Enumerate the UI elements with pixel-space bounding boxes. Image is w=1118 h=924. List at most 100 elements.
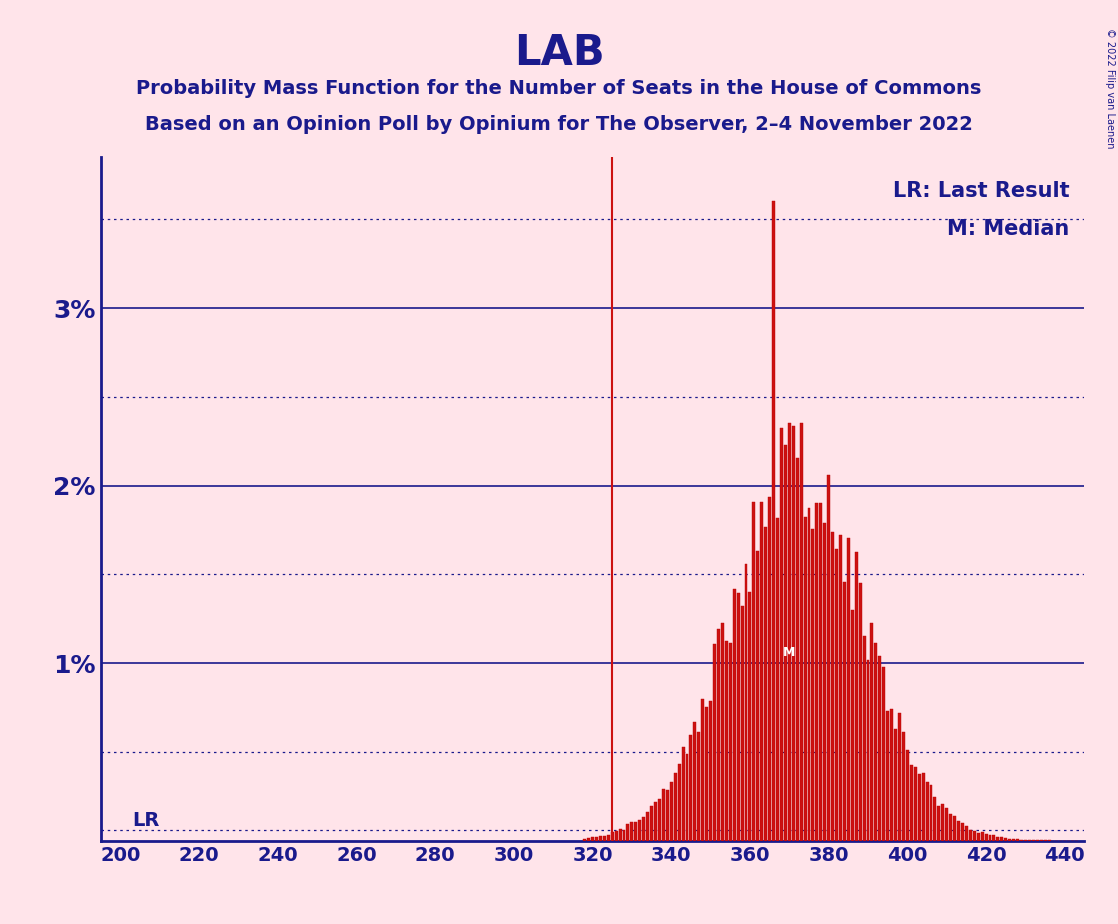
Bar bbox=[969, 830, 972, 841]
Bar bbox=[631, 821, 634, 841]
Bar bbox=[724, 641, 728, 841]
Bar bbox=[659, 799, 661, 841]
Bar bbox=[819, 504, 822, 841]
Bar bbox=[937, 806, 940, 841]
Bar bbox=[1027, 840, 1031, 841]
Bar bbox=[709, 701, 712, 841]
Bar bbox=[745, 564, 748, 841]
Bar bbox=[957, 821, 960, 841]
Text: M: M bbox=[783, 646, 796, 660]
Text: LAB: LAB bbox=[513, 32, 605, 74]
Bar bbox=[638, 820, 642, 841]
Bar bbox=[599, 836, 601, 841]
Bar bbox=[737, 593, 740, 841]
Bar bbox=[1016, 839, 1018, 841]
Bar bbox=[882, 667, 885, 841]
Bar bbox=[887, 711, 889, 841]
Bar bbox=[623, 830, 625, 841]
Bar bbox=[757, 551, 759, 841]
Bar bbox=[1001, 837, 1003, 841]
Bar bbox=[1020, 840, 1023, 841]
Bar bbox=[838, 535, 842, 841]
Bar bbox=[949, 814, 953, 841]
Bar bbox=[879, 656, 881, 841]
Bar bbox=[784, 444, 787, 841]
Bar bbox=[717, 628, 720, 841]
Bar bbox=[859, 583, 862, 841]
Bar bbox=[693, 723, 697, 841]
Bar bbox=[682, 747, 684, 841]
Bar bbox=[846, 538, 850, 841]
Bar bbox=[678, 763, 681, 841]
Bar bbox=[768, 497, 771, 841]
Bar bbox=[855, 553, 858, 841]
Bar bbox=[894, 729, 897, 841]
Bar bbox=[685, 754, 689, 841]
Bar bbox=[866, 660, 870, 841]
Bar bbox=[921, 773, 925, 841]
Bar bbox=[804, 517, 806, 841]
Bar bbox=[603, 835, 606, 841]
Bar bbox=[796, 458, 798, 841]
Bar bbox=[954, 816, 956, 841]
Text: M: Median: M: Median bbox=[947, 219, 1070, 238]
Bar bbox=[591, 837, 594, 841]
Bar bbox=[934, 796, 937, 841]
Bar bbox=[1024, 840, 1027, 841]
Bar bbox=[618, 829, 622, 841]
Bar bbox=[985, 834, 987, 841]
Bar bbox=[890, 710, 893, 841]
Bar bbox=[973, 831, 976, 841]
Bar bbox=[812, 529, 814, 841]
Bar bbox=[910, 765, 912, 841]
Bar bbox=[732, 589, 736, 841]
Bar bbox=[760, 502, 764, 841]
Bar bbox=[642, 817, 645, 841]
Text: LR: Last Result: LR: Last Result bbox=[893, 181, 1070, 201]
Bar bbox=[863, 636, 865, 841]
Bar bbox=[690, 736, 692, 841]
Bar bbox=[634, 822, 637, 841]
Bar bbox=[626, 823, 629, 841]
Bar bbox=[792, 426, 795, 841]
Bar bbox=[654, 802, 657, 841]
Bar bbox=[926, 782, 929, 841]
Bar bbox=[799, 423, 803, 841]
Bar bbox=[961, 823, 964, 841]
Bar bbox=[748, 591, 751, 841]
Bar bbox=[874, 643, 878, 841]
Bar bbox=[607, 835, 609, 841]
Bar bbox=[780, 429, 783, 841]
Bar bbox=[945, 808, 948, 841]
Bar bbox=[906, 750, 909, 841]
Bar bbox=[666, 790, 669, 841]
Bar bbox=[993, 835, 995, 841]
Bar bbox=[807, 508, 811, 841]
Bar bbox=[827, 475, 831, 841]
Bar bbox=[823, 523, 826, 841]
Bar bbox=[941, 804, 945, 841]
Bar bbox=[752, 503, 756, 841]
Text: Based on an Opinion Poll by Opinium for The Observer, 2–4 November 2022: Based on an Opinion Poll by Opinium for … bbox=[145, 116, 973, 135]
Bar bbox=[650, 806, 653, 841]
Bar bbox=[843, 582, 846, 841]
Bar bbox=[646, 812, 650, 841]
Bar bbox=[913, 767, 917, 841]
Bar bbox=[713, 644, 716, 841]
Bar bbox=[1012, 839, 1015, 841]
Bar bbox=[815, 504, 818, 841]
Bar bbox=[788, 423, 790, 841]
Bar bbox=[740, 606, 743, 841]
Bar bbox=[831, 531, 834, 841]
Bar bbox=[996, 837, 999, 841]
Bar bbox=[977, 833, 979, 841]
Bar bbox=[662, 789, 665, 841]
Bar bbox=[610, 832, 614, 841]
Bar bbox=[871, 623, 873, 841]
Bar bbox=[705, 707, 708, 841]
Bar bbox=[729, 642, 732, 841]
Bar bbox=[851, 610, 854, 841]
Bar bbox=[980, 833, 984, 841]
Text: Probability Mass Function for the Number of Seats in the House of Commons: Probability Mass Function for the Number… bbox=[136, 79, 982, 98]
Bar bbox=[615, 831, 617, 841]
